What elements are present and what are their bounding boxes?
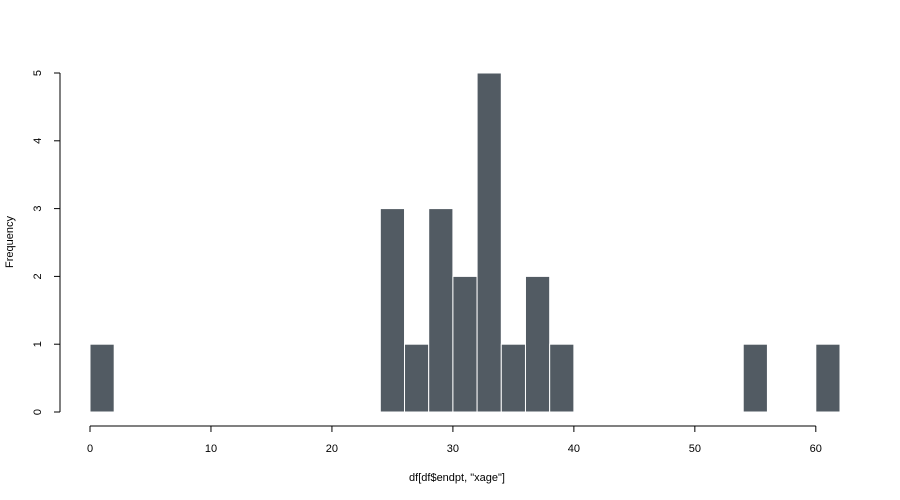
x-tick-label: 10 (205, 443, 217, 455)
y-tick-label: 5 (32, 70, 44, 76)
y-axis: 0 1 2 3 4 5 (32, 70, 61, 415)
histogram-bar (89, 343, 115, 413)
histogram-bar (379, 208, 406, 413)
x-tick-label: 30 (447, 443, 459, 455)
histogram-bar (452, 275, 478, 413)
x-tick-label: 40 (568, 443, 580, 455)
histogram-bar (428, 208, 454, 413)
x-tick-label: 50 (689, 443, 701, 455)
histogram-bar (549, 343, 575, 413)
x-axis-label: df[df$endpt, "xage"] (409, 472, 505, 484)
histogram-bars (89, 72, 841, 413)
y-tick-label: 0 (32, 409, 44, 415)
y-tick-label: 1 (32, 341, 44, 347)
histogram-bar (815, 343, 841, 413)
y-tick-label: 4 (32, 138, 44, 144)
x-tick-label: 60 (810, 443, 822, 455)
histogram-bar (404, 343, 430, 413)
y-tick-label: 2 (32, 273, 44, 279)
x-tick-label: 20 (326, 443, 338, 455)
histogram-bar (524, 275, 551, 413)
histogram-bar (500, 343, 526, 413)
histogram-bar (476, 72, 502, 413)
x-tick-label: 0 (87, 443, 93, 455)
y-axis-label: Frequency (4, 216, 16, 268)
x-axis: 0 10 20 30 40 50 60 (87, 425, 822, 455)
y-tick-label: 3 (32, 206, 44, 212)
histogram-bar (742, 343, 768, 413)
